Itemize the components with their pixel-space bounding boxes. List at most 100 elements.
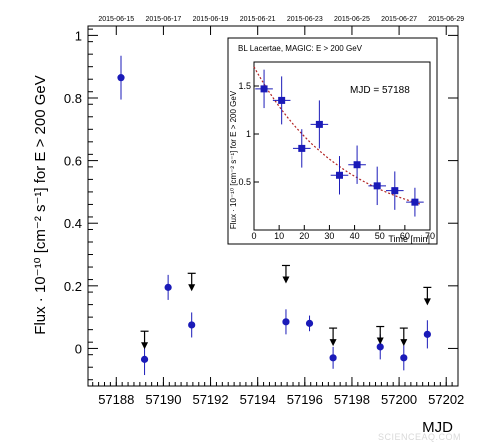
inset-annotation: MJD = 57188 bbox=[350, 85, 410, 96]
x-axis-title: MJD bbox=[422, 419, 453, 436]
inset-flux-marker bbox=[391, 187, 399, 195]
upper-limit-arrow bbox=[281, 264, 290, 284]
top-date-axis: 2015-06-15 2015-06-17 2015-06-19 2015-06-21… bbox=[98, 16, 464, 23]
limit-arrowhead bbox=[282, 276, 290, 284]
inset-flux-marker bbox=[315, 120, 323, 128]
inset-data-point bbox=[330, 156, 349, 195]
data-point bbox=[282, 309, 290, 335]
date-tick-label: 2015-06-19 bbox=[193, 16, 229, 23]
upper-limit-arrow bbox=[187, 272, 196, 292]
inset-flux-marker bbox=[260, 85, 268, 93]
data-point bbox=[188, 312, 196, 338]
x-tick-label: 57200 bbox=[381, 392, 417, 407]
flux-marker bbox=[188, 321, 196, 329]
inset-flux-marker bbox=[353, 161, 361, 169]
y-tick-label: 0.4 bbox=[64, 216, 82, 231]
limit-arrowhead bbox=[188, 284, 196, 292]
date-tick-label: 2015-06-15 bbox=[98, 16, 134, 23]
flux-marker bbox=[329, 354, 337, 362]
inset-data-point bbox=[386, 171, 404, 210]
y-tick-label: 0.2 bbox=[64, 279, 82, 294]
data-point bbox=[305, 315, 314, 332]
inset-flux-marker bbox=[298, 144, 306, 152]
inset-data-point bbox=[368, 166, 386, 206]
inset-x-axis: 0 10 20 30 40 50 60 70 bbox=[251, 225, 435, 241]
inset-data-point bbox=[255, 69, 273, 109]
main-plot-frame bbox=[87, 25, 459, 387]
watermark: SCIENCEAQ.COM bbox=[378, 432, 462, 442]
x-tick-label: 57198 bbox=[334, 392, 370, 407]
inset-x-tick-label: 0 bbox=[251, 231, 256, 241]
inset-data-point bbox=[310, 100, 329, 149]
flux-marker bbox=[400, 354, 408, 362]
inset-plot-frame bbox=[227, 37, 438, 245]
inset-data-point bbox=[348, 145, 366, 184]
x-tick-label: 57202 bbox=[428, 392, 464, 407]
inset-data-point bbox=[406, 187, 424, 217]
x-tick-label: 57194 bbox=[240, 392, 276, 407]
inset-data-point bbox=[292, 129, 311, 168]
x-tick-label: 57188 bbox=[98, 392, 134, 407]
x-axis: 57188 57190 57192 57194 57196 57198 57200 57202 bbox=[92, 26, 464, 407]
x-tick-label: 57196 bbox=[287, 392, 323, 407]
flux-marker bbox=[117, 74, 125, 82]
inset-x-tick-label: 20 bbox=[299, 231, 309, 241]
y-tick-label: 0.8 bbox=[64, 91, 82, 106]
inset-x-tick-label: 40 bbox=[350, 231, 360, 241]
flux-marker bbox=[140, 355, 149, 363]
y-axis-title: Flux · 10⁻¹⁰ [cm⁻² s⁻¹] for E > 200 GeV bbox=[32, 75, 49, 334]
limit-arrowhead bbox=[423, 298, 431, 306]
y-tick-label: 0.6 bbox=[64, 154, 82, 169]
inset-data-point bbox=[272, 76, 291, 125]
limit-arrowhead bbox=[376, 337, 384, 345]
inset-flux-marker bbox=[335, 171, 343, 179]
upper-limit-arrow bbox=[423, 286, 432, 306]
flux-marker bbox=[376, 343, 384, 351]
date-tick-label: 2015-06-23 bbox=[287, 16, 323, 23]
date-tick-label: 2015-06-27 bbox=[381, 16, 417, 23]
date-tick-label: 2015-06-17 bbox=[146, 16, 182, 23]
inset-x-axis-title: Time [min] bbox=[388, 234, 430, 244]
inset-plot-border bbox=[253, 61, 431, 231]
inset-x-tick-label: 50 bbox=[375, 231, 385, 241]
limit-arrowhead bbox=[141, 342, 149, 350]
upper-limits bbox=[140, 264, 432, 350]
upper-limit-arrow bbox=[399, 327, 408, 347]
upper-limit-arrow bbox=[329, 327, 338, 347]
inset-y-tick-label: 1.5 bbox=[238, 81, 251, 91]
inset-y-tick-label: 1 bbox=[246, 129, 251, 139]
upper-limit-arrow bbox=[376, 325, 385, 345]
data-point bbox=[164, 274, 172, 300]
inset-flux-points bbox=[255, 69, 424, 217]
limit-arrowhead bbox=[329, 339, 337, 347]
inset-y-axis-title: Flux · 10⁻¹⁰ [cm⁻² s⁻¹] for E > 200 GeV bbox=[229, 90, 238, 229]
y-axis: 0 0.2 0.4 0.6 0.8 1 bbox=[64, 28, 458, 381]
date-tick-label: 2015-06-21 bbox=[240, 16, 276, 23]
inset-title: BL Lacertae, MAGIC: E > 200 GeV bbox=[238, 44, 363, 53]
flux-marker bbox=[282, 318, 290, 326]
date-tick-label: 2015-06-29 bbox=[428, 16, 464, 23]
inset-flux-marker bbox=[373, 182, 381, 190]
x-tick-label: 57192 bbox=[192, 392, 228, 407]
limit-arrowhead bbox=[400, 339, 408, 347]
upper-limit-arrow bbox=[140, 330, 149, 350]
inset-background bbox=[227, 37, 438, 245]
inset-x-tick-label: 30 bbox=[324, 231, 334, 241]
data-point bbox=[329, 346, 337, 369]
inset-x-tick-label: 10 bbox=[274, 231, 284, 241]
flux-marker bbox=[305, 319, 314, 327]
inset-fit-curve bbox=[253, 66, 421, 205]
flux-points bbox=[117, 55, 431, 376]
x-tick-label: 57190 bbox=[145, 392, 181, 407]
main-plot-border bbox=[87, 25, 459, 387]
date-tick-label: 2015-06-25 bbox=[334, 16, 370, 23]
inset-x-tick-label: 60 bbox=[400, 231, 410, 241]
data-point bbox=[423, 320, 431, 349]
inset-y-axis: 0.5 1 1.5 bbox=[238, 81, 259, 187]
inset-flux-marker bbox=[411, 198, 419, 206]
y-tick-label: 0 bbox=[75, 341, 82, 356]
inset-flux-marker bbox=[278, 96, 286, 104]
inset-chart: BL Lacertae, MAGIC: E > 200 GeV MJD = 57… bbox=[227, 37, 438, 245]
data-point bbox=[117, 55, 125, 100]
